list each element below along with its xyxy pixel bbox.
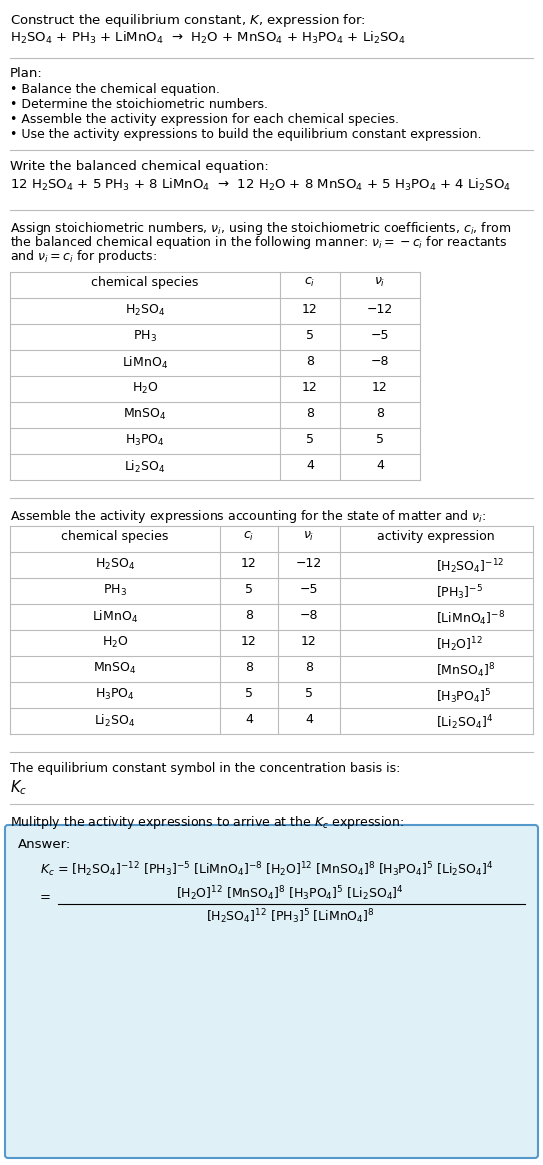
Text: H$_2$SO$_4$: H$_2$SO$_4$ — [95, 557, 135, 572]
Text: 8: 8 — [305, 661, 313, 675]
FancyBboxPatch shape — [5, 825, 538, 1158]
Text: LiMnO$_4$: LiMnO$_4$ — [92, 609, 138, 626]
Text: chemical species: chemical species — [61, 530, 169, 543]
Text: Li$_2$SO$_4$: Li$_2$SO$_4$ — [124, 459, 166, 475]
Text: Mulitply the activity expressions to arrive at the $K_c$ expression:: Mulitply the activity expressions to arr… — [10, 814, 405, 831]
Text: Assign stoichiometric numbers, $\nu_i$, using the stoichiometric coefficients, $: Assign stoichiometric numbers, $\nu_i$, … — [10, 220, 511, 236]
Text: H$_2$SO$_4$ + PH$_3$ + LiMnO$_4$  →  H$_2$O + MnSO$_4$ + H$_3$PO$_4$ + Li$_2$SO$: H$_2$SO$_4$ + PH$_3$ + LiMnO$_4$ → H$_2$… — [10, 30, 406, 47]
Text: Construct the equilibrium constant, $K$, expression for:: Construct the equilibrium constant, $K$,… — [10, 12, 366, 29]
Text: 12: 12 — [301, 635, 317, 648]
Text: H$_2$SO$_4$: H$_2$SO$_4$ — [125, 303, 165, 318]
Text: 12: 12 — [302, 303, 318, 316]
Text: 5: 5 — [376, 433, 384, 446]
Text: chemical species: chemical species — [91, 276, 199, 289]
Text: MnSO$_4$: MnSO$_4$ — [123, 407, 167, 422]
Text: $\nu_i$: $\nu_i$ — [304, 530, 315, 543]
Text: PH$_3$: PH$_3$ — [103, 582, 127, 598]
Text: [Li$_2$SO$_4$]$^{4}$: [Li$_2$SO$_4$]$^{4}$ — [436, 713, 493, 732]
Text: −5: −5 — [300, 582, 318, 596]
Text: 8: 8 — [306, 355, 314, 368]
Text: 4: 4 — [245, 713, 253, 726]
Text: H$_2$O: H$_2$O — [132, 381, 158, 396]
Text: The equilibrium constant symbol in the concentration basis is:: The equilibrium constant symbol in the c… — [10, 762, 400, 775]
Text: −8: −8 — [371, 355, 389, 368]
Text: Plan:: Plan: — [10, 68, 43, 80]
Text: PH$_3$: PH$_3$ — [133, 329, 157, 344]
Text: the balanced chemical equation in the following manner: $\nu_i = -c_i$ for react: the balanced chemical equation in the fo… — [10, 234, 508, 250]
Text: −12: −12 — [296, 557, 322, 570]
Text: 5: 5 — [245, 582, 253, 596]
Text: 8: 8 — [376, 407, 384, 421]
Text: $c_i$: $c_i$ — [305, 276, 315, 289]
Text: 8: 8 — [306, 407, 314, 421]
Text: [MnSO$_4$]$^{8}$: [MnSO$_4$]$^{8}$ — [436, 661, 495, 679]
Text: Li$_2$SO$_4$: Li$_2$SO$_4$ — [94, 713, 136, 729]
Text: 5: 5 — [306, 433, 314, 446]
Text: Write the balanced chemical equation:: Write the balanced chemical equation: — [10, 160, 269, 172]
Text: =: = — [40, 891, 51, 904]
Text: • Use the activity expressions to build the equilibrium constant expression.: • Use the activity expressions to build … — [10, 128, 482, 141]
Text: $c_i$: $c_i$ — [243, 530, 255, 543]
Text: −5: −5 — [371, 329, 389, 343]
Text: $K_c$ = [H$_2$SO$_4$]$^{-12}$ [PH$_3$]$^{-5}$ [LiMnO$_4$]$^{-8}$ [H$_2$O]$^{12}$: $K_c$ = [H$_2$SO$_4$]$^{-12}$ [PH$_3$]$^… — [40, 860, 494, 878]
Text: 5: 5 — [306, 329, 314, 343]
Text: MnSO$_4$: MnSO$_4$ — [93, 661, 137, 676]
Text: Answer:: Answer: — [18, 838, 71, 850]
Text: [LiMnO$_4$]$^{-8}$: [LiMnO$_4$]$^{-8}$ — [436, 609, 505, 628]
Text: • Balance the chemical equation.: • Balance the chemical equation. — [10, 83, 220, 96]
Text: 12: 12 — [302, 381, 318, 394]
Text: [H$_2$O]$^{12}$ [MnSO$_4$]$^{8}$ [H$_3$PO$_4$]$^{5}$ [Li$_2$SO$_4$]$^{4}$: [H$_2$O]$^{12}$ [MnSO$_4$]$^{8}$ [H$_3$P… — [176, 884, 404, 903]
Text: 12: 12 — [372, 381, 388, 394]
Text: 8: 8 — [245, 661, 253, 675]
Text: 5: 5 — [305, 687, 313, 700]
Text: [H$_2$O]$^{12}$: [H$_2$O]$^{12}$ — [436, 635, 483, 654]
Text: 12 H$_2$SO$_4$ + 5 PH$_3$ + 8 LiMnO$_4$  →  12 H$_2$O + 8 MnSO$_4$ + 5 H$_3$PO$_: 12 H$_2$SO$_4$ + 5 PH$_3$ + 8 LiMnO$_4$ … — [10, 177, 511, 193]
Text: 4: 4 — [305, 713, 313, 726]
Text: 12: 12 — [241, 635, 257, 648]
Text: 4: 4 — [376, 459, 384, 472]
Text: $\nu_i$: $\nu_i$ — [374, 276, 386, 289]
Text: H$_3$PO$_4$: H$_3$PO$_4$ — [95, 687, 135, 702]
Text: LiMnO$_4$: LiMnO$_4$ — [122, 355, 168, 372]
Text: 4: 4 — [306, 459, 314, 472]
Text: [PH$_3$]$^{-5}$: [PH$_3$]$^{-5}$ — [436, 582, 483, 601]
Text: • Assemble the activity expression for each chemical species.: • Assemble the activity expression for e… — [10, 113, 399, 126]
Text: Assemble the activity expressions accounting for the state of matter and $\nu_i$: Assemble the activity expressions accoun… — [10, 508, 487, 525]
Text: [H$_2$SO$_4$]$^{12}$ [PH$_3$]$^{5}$ [LiMnO$_4$]$^{8}$: [H$_2$SO$_4$]$^{12}$ [PH$_3$]$^{5}$ [LiM… — [206, 908, 375, 926]
Text: and $\nu_i = c_i$ for products:: and $\nu_i = c_i$ for products: — [10, 248, 157, 264]
Text: activity expression: activity expression — [377, 530, 495, 543]
Text: [H$_2$SO$_4$]$^{-12}$: [H$_2$SO$_4$]$^{-12}$ — [436, 557, 504, 576]
Text: −12: −12 — [367, 303, 393, 316]
Text: 8: 8 — [245, 609, 253, 622]
Text: 5: 5 — [245, 687, 253, 700]
Text: −8: −8 — [300, 609, 318, 622]
Text: [H$_3$PO$_4$]$^{5}$: [H$_3$PO$_4$]$^{5}$ — [436, 687, 491, 706]
Text: H$_3$PO$_4$: H$_3$PO$_4$ — [125, 433, 165, 449]
Text: H$_2$O: H$_2$O — [102, 635, 128, 650]
Text: 12: 12 — [241, 557, 257, 570]
Text: $K_c$: $K_c$ — [10, 778, 27, 797]
Text: • Determine the stoichiometric numbers.: • Determine the stoichiometric numbers. — [10, 98, 268, 111]
